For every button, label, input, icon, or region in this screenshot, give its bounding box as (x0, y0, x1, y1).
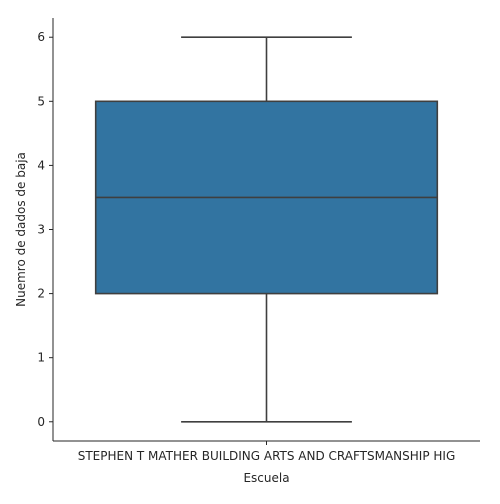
box-group (94, 36, 439, 423)
y-tick-label: 2 (37, 287, 45, 301)
y-tick-label: 1 (37, 351, 45, 365)
boxes (94, 36, 439, 423)
y-tick-label: 3 (37, 223, 45, 237)
x-tick-label: STEPHEN T MATHER BUILDING ARTS AND CRAFT… (78, 449, 456, 463)
x-axis-label: Escuela (243, 471, 289, 485)
y-tick-label: 5 (37, 94, 45, 108)
y-axis-label: Nuemro de dados de baja (14, 152, 28, 307)
x-ticks: STEPHEN T MATHER BUILDING ARTS AND CRAFT… (78, 441, 456, 463)
axes: 0 1 2 3 4 5 6 STEPHEN T MATHER BUILDING ARTS A… (14, 18, 480, 485)
y-tick-label: 6 (37, 30, 45, 44)
y-ticks: 0 1 2 3 4 5 6 (37, 30, 53, 429)
y-tick-label: 4 (37, 158, 45, 172)
y-tick-label: 0 (37, 415, 45, 429)
